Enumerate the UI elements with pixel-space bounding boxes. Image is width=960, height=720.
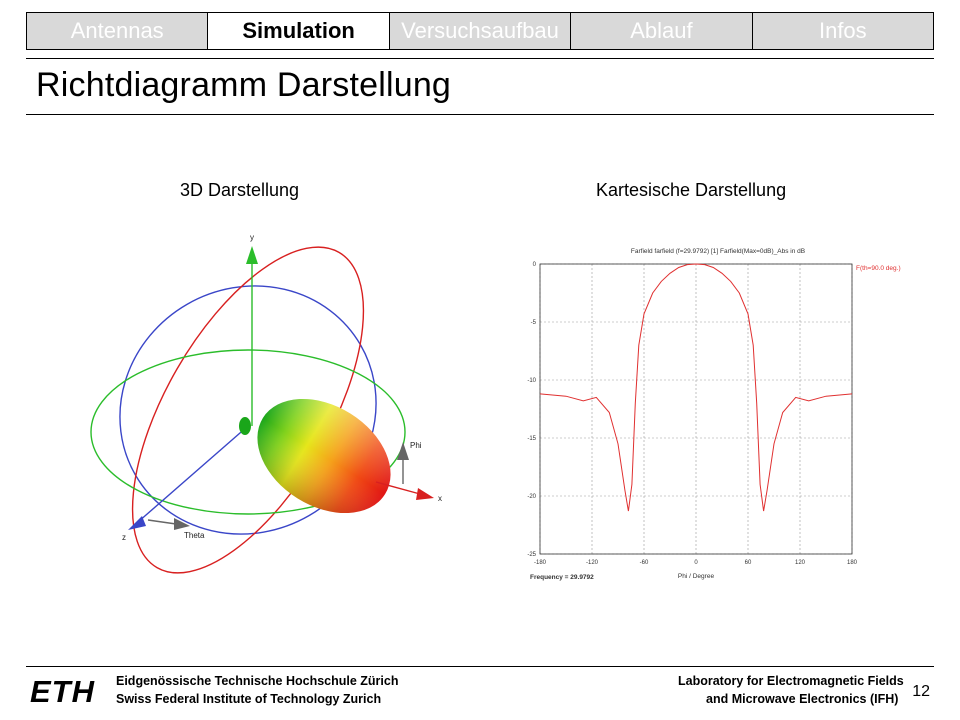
- tab-antennas[interactable]: Antennas: [27, 13, 209, 49]
- x-tick-label: 60: [745, 560, 752, 566]
- y-tick-label: -20: [527, 494, 536, 500]
- series-line: [539, 263, 853, 512]
- y-tick-label: -25: [527, 552, 536, 558]
- chart-title: Farfield farfield (f=29.9792) [1] Farfie…: [631, 248, 805, 255]
- frequency-note: Frequency = 29.9792: [530, 574, 594, 581]
- phi-arrow-head: [397, 442, 409, 460]
- svg-text:ETH: ETH: [30, 675, 95, 705]
- y-tick-label: -5: [531, 320, 537, 326]
- chart-grid: [539, 263, 853, 555]
- cartesian-farfield-chart: Farfield farfield (f=29.9792) [1] Farfie…: [527, 248, 901, 581]
- tab-infos[interactable]: Infos: [818, 18, 867, 43]
- blue-ring: [119, 285, 377, 535]
- chart-ticks: -180 -120 -60 0 60 120 180 0 -5 -10 -15 -20 -25: [527, 262, 857, 566]
- lab-name-line1: Laboratory for Electromagnetic Fields: [678, 674, 904, 688]
- label-3d: 3D Darstellung: [180, 180, 300, 200]
- footer-divider: [26, 666, 934, 667]
- x-tick-label: 120: [795, 560, 806, 566]
- z-axis-label: z: [122, 533, 126, 542]
- x-tick-label: 0: [694, 560, 698, 566]
- tab-ablauf[interactable]: Ablauf: [571, 13, 753, 49]
- main-lobe-shade: [257, 398, 391, 514]
- eth-name-en: Swiss Federal Institute of Technology Zu…: [116, 692, 382, 706]
- tab-versuchsaufbau[interactable]: Versuchsaufbau: [390, 13, 572, 49]
- y-tick-label: 0: [533, 262, 537, 268]
- phi-label: Phi: [410, 441, 422, 450]
- title-divider: [26, 114, 934, 115]
- x-axis-arrow: [416, 488, 434, 500]
- eth-logo: ETH: [30, 675, 95, 705]
- y-tick-label: -10: [527, 378, 536, 384]
- theta-label: Theta: [184, 531, 205, 540]
- green-ring: [90, 349, 406, 515]
- tab-bar: Antennas Simulation Versuchsaufbau Ablau…: [26, 12, 934, 50]
- eth-name-de: Eidgenössische Technische Hochschule Zür…: [116, 674, 399, 688]
- lab-name-line2: and Microwave Electronics (IFH): [706, 692, 899, 706]
- red-ring: [131, 246, 365, 574]
- tab-simulation[interactable]: Simulation: [208, 13, 390, 49]
- page-title: Richtdiagramm Darstellung: [36, 66, 452, 104]
- y-axis-arrow: [246, 246, 258, 264]
- x-tick-label: -60: [640, 560, 649, 566]
- label-cartesian: Kartesische Darstellung: [596, 180, 787, 200]
- x-tick-label: -120: [586, 560, 599, 566]
- radiation-pattern-3d: y z Theta x Phi: [90, 233, 442, 574]
- theta-arrow-line: [147, 519, 177, 525]
- x-tick-label: -180: [534, 560, 547, 566]
- x-tick-label: 180: [847, 560, 858, 566]
- header-divider: [26, 58, 934, 59]
- x-axis-label: x: [438, 494, 442, 503]
- legend-entry: F(th=90.0 deg.): [856, 265, 901, 272]
- z-axis-arrow: [128, 516, 146, 530]
- y-axis-label: y: [250, 233, 254, 242]
- x-axis-title: Phi / Degree: [678, 573, 715, 580]
- z-axis-line: [137, 425, 249, 523]
- page-number: 12: [912, 683, 930, 700]
- x-axis-line: [375, 481, 421, 495]
- origin-node: [239, 417, 251, 435]
- y-tick-label: -15: [527, 436, 536, 442]
- footer: ETH Eidgenössische Technische Hochschule…: [26, 671, 934, 711]
- theta-arrow-head: [174, 518, 190, 530]
